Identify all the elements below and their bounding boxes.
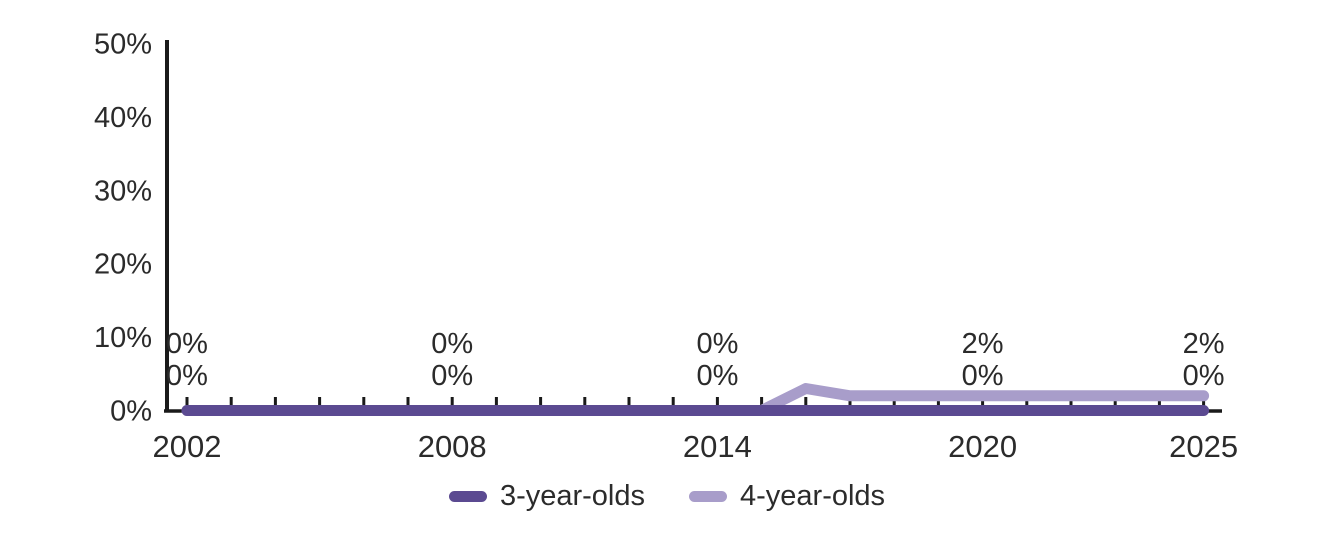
x-axis-tick-label: 2025 [1169,429,1238,464]
legend-label-3-year-olds: 3-year-olds [499,480,645,512]
legend-item-4-year-olds: 4-year-olds [689,482,885,511]
data-label-3-year-olds-2008: 0% [431,360,473,392]
data-label-4-year-olds-2008: 0% [431,328,473,360]
x-axis-tick-label: 2008 [418,429,487,464]
x-axis-tick-label: 2002 [153,429,222,464]
x-axis-tick-label: 2014 [683,429,752,464]
data-label-4-year-olds-2014: 0% [696,328,738,360]
x-axis-tick-label: 2020 [948,429,1017,464]
data-label-4-year-olds-2002: 0% [166,328,208,360]
legend-swatch-4-year-olds [689,491,727,502]
y-axis-tick-label: 0% [110,396,152,428]
y-axis-tick-label: 10% [94,322,152,354]
data-label-3-year-olds-2014: 0% [696,360,738,392]
data-label-4-year-olds-2020: 2% [962,328,1004,360]
legend-label-4-year-olds: 4-year-olds [740,480,886,512]
data-label-3-year-olds-2020: 0% [962,360,1004,392]
data-label-4-year-olds-2025: 2% [1183,328,1225,360]
legend-item-3-year-olds: 3-year-olds [448,480,645,512]
y-axis-tick-label: 50% [94,29,152,61]
y-axis-tick-label: 20% [94,249,152,281]
data-label-3-year-olds-2025: 0% [1183,360,1225,392]
y-axis-tick-label: 40% [94,102,152,134]
legend: 3-year-olds 4-year-olds [0,482,1334,511]
legend-swatch-3-year-olds [448,491,487,502]
y-axis-tick-label: 30% [94,175,152,207]
data-label-3-year-olds-2002: 0% [166,360,208,392]
